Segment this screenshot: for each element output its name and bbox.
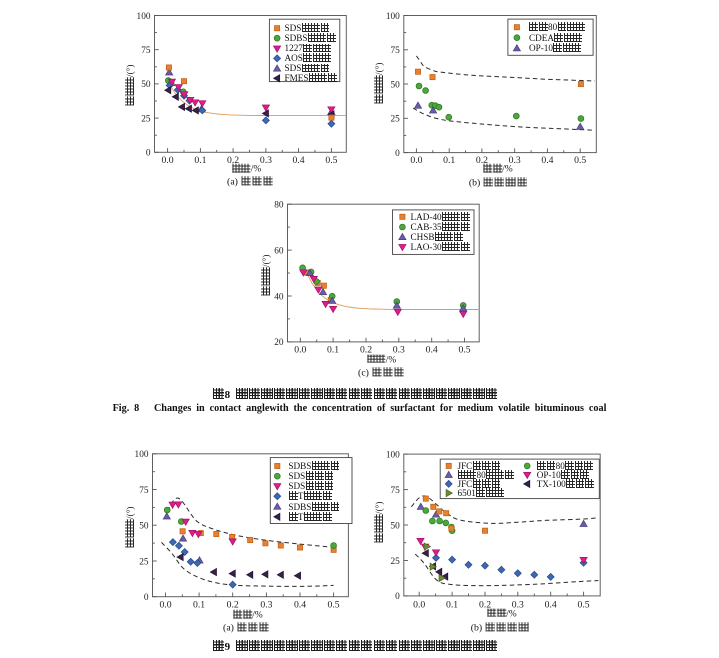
svg-text:0.3: 0.3 [509, 155, 521, 166]
svg-text:0.1: 0.1 [446, 600, 458, 611]
svg-text:50: 50 [139, 522, 149, 532]
svg-text:0.5: 0.5 [328, 600, 340, 611]
svg-text:25: 25 [391, 557, 401, 567]
svg-text:0.5: 0.5 [578, 600, 590, 611]
svg-text:0.3: 0.3 [260, 155, 272, 166]
svg-text:0.2: 0.2 [479, 600, 491, 611]
svg-text:0.0: 0.0 [410, 155, 422, 166]
svg-text:25: 25 [141, 114, 151, 124]
svg-text:100: 100 [137, 12, 151, 22]
svg-text:75: 75 [391, 486, 401, 496]
svg-text:100: 100 [135, 450, 149, 460]
svg-text:0.2: 0.2 [476, 155, 488, 166]
svg-text:0: 0 [395, 592, 400, 602]
svg-text:0.4: 0.4 [293, 155, 305, 166]
svg-text:0.1: 0.1 [193, 600, 205, 611]
svg-text:0.1: 0.1 [327, 345, 339, 356]
svg-text:50: 50 [391, 521, 401, 531]
svg-text:0.2: 0.2 [360, 345, 372, 356]
svg-text:80: 80 [274, 201, 284, 211]
svg-text:75: 75 [141, 46, 151, 56]
svg-text:0.4: 0.4 [545, 600, 557, 611]
svg-text:0.2: 0.2 [227, 600, 239, 611]
svg-text:0: 0 [395, 149, 400, 159]
svg-text:0.3: 0.3 [393, 345, 405, 356]
svg-text:0.5: 0.5 [325, 155, 337, 166]
svg-text:0.5: 0.5 [574, 155, 586, 166]
svg-text:0.3: 0.3 [260, 600, 272, 611]
svg-text:0.1: 0.1 [194, 155, 206, 166]
svg-text:75: 75 [139, 486, 149, 496]
svg-text:50: 50 [141, 80, 151, 90]
svg-text:0.2: 0.2 [227, 155, 239, 166]
svg-text:0.0: 0.0 [159, 600, 171, 611]
svg-text:0.5: 0.5 [458, 345, 470, 356]
svg-text:0: 0 [146, 149, 151, 159]
svg-text:100: 100 [386, 450, 400, 460]
svg-text:0.0: 0.0 [413, 600, 425, 611]
svg-text:0.0: 0.0 [294, 345, 306, 356]
svg-text:40: 40 [274, 292, 284, 302]
svg-text:0.4: 0.4 [426, 345, 438, 356]
svg-text:20: 20 [274, 338, 284, 348]
svg-text:50: 50 [391, 80, 401, 90]
svg-text:25: 25 [391, 115, 401, 125]
svg-text:75: 75 [391, 46, 401, 56]
svg-text:0.3: 0.3 [512, 600, 524, 611]
svg-text:100: 100 [386, 12, 400, 22]
svg-text:25: 25 [139, 557, 149, 567]
svg-text:60: 60 [274, 246, 284, 256]
svg-text:0: 0 [144, 593, 149, 603]
svg-text:0.4: 0.4 [294, 600, 306, 611]
svg-text:0.4: 0.4 [541, 155, 553, 166]
svg-text:0.1: 0.1 [443, 155, 455, 166]
svg-text:0.0: 0.0 [162, 155, 174, 166]
